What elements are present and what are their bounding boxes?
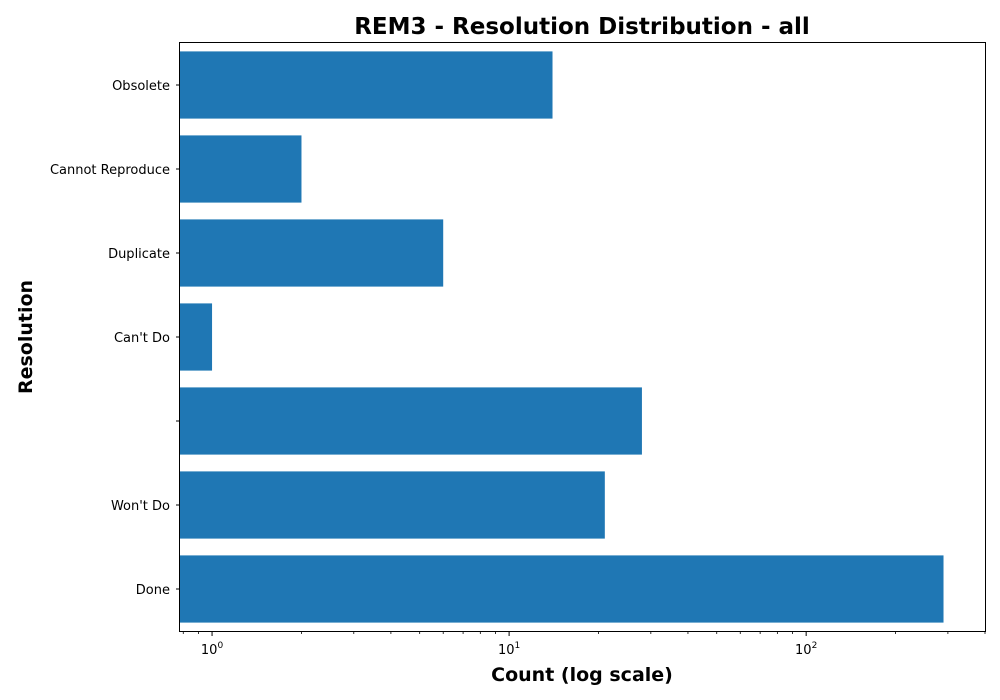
bar	[180, 303, 213, 371]
bar	[180, 555, 944, 623]
bar	[180, 51, 553, 119]
bar	[180, 219, 444, 287]
bar	[180, 387, 642, 455]
y-tick-label: Won't Do	[111, 499, 170, 514]
x-tick-label: 101	[498, 641, 520, 658]
y-axis: Obsolete Cannot Reproduce Duplicate Can't D…	[50, 79, 180, 598]
x-tick-label: 102	[795, 641, 817, 658]
bar	[180, 471, 605, 539]
y-tick-label: Can't Do	[114, 331, 170, 346]
bars-group	[180, 51, 944, 623]
y-tick-label: Cannot Reproduce	[50, 163, 170, 178]
bar	[180, 135, 302, 203]
y-tick-label: Duplicate	[108, 247, 170, 262]
x-axis: 100 101 102	[182, 631, 986, 658]
y-axis-label: Resolution	[15, 280, 37, 394]
chart-title: REM3 - Resolution Distribution - all	[354, 14, 810, 40]
x-tick-label: 100	[201, 641, 224, 658]
plot-frame	[179, 42, 986, 632]
x-axis-label: Count (log scale)	[491, 664, 673, 686]
y-tick-label: Obsolete	[112, 79, 170, 94]
y-tick-label: Done	[136, 583, 170, 598]
